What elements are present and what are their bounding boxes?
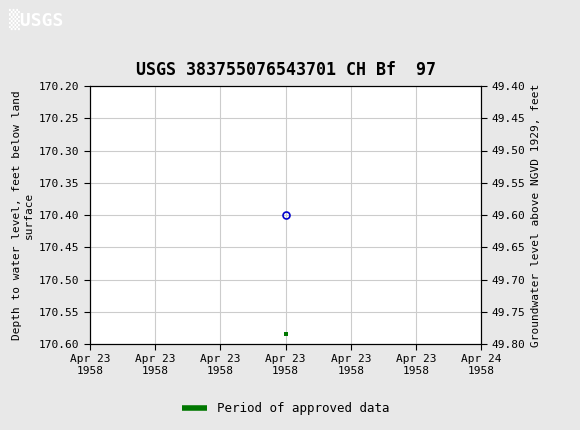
Legend: Period of approved data: Period of approved data bbox=[177, 397, 394, 420]
Text: ▒USGS: ▒USGS bbox=[9, 9, 63, 30]
Y-axis label: Groundwater level above NGVD 1929, feet: Groundwater level above NGVD 1929, feet bbox=[531, 83, 541, 347]
Title: USGS 383755076543701 CH Bf  97: USGS 383755076543701 CH Bf 97 bbox=[136, 61, 436, 79]
Y-axis label: Depth to water level, feet below land
surface: Depth to water level, feet below land su… bbox=[12, 90, 34, 340]
